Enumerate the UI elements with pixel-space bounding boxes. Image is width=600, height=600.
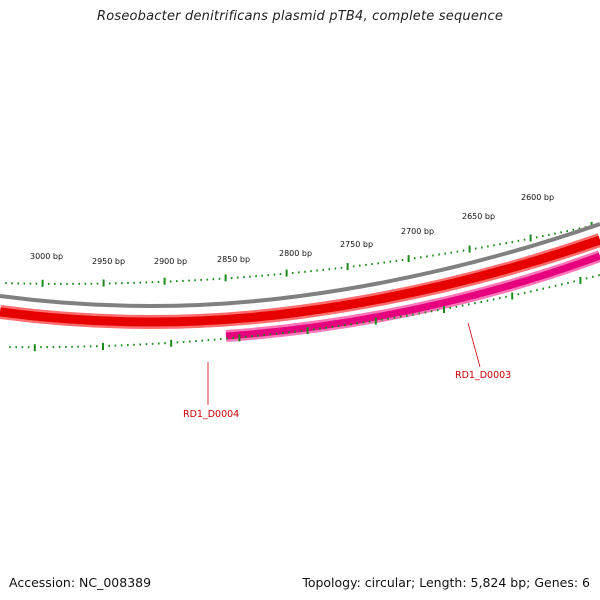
ruler-label: 2800 bp (279, 249, 312, 258)
outer-ruler-labels: 3000 bp 2950 bp 2900 bp 2850 bp 2800 bp 2750 … (30, 193, 554, 266)
gene-RD1_D0003[interactable] (225, 250, 600, 342)
ruler-label: 2700 bp (401, 227, 434, 236)
ruler-label: 2750 bp (340, 240, 373, 249)
outer-ruler-ticks (5, 221, 599, 287)
label-leader-RD1_D0003 (467, 322, 481, 368)
accession-text: Accession: NC_008389 (9, 575, 152, 590)
gene-RD1_D0004[interactable] (0, 233, 600, 329)
inner-ruler-ticks (9, 274, 600, 352)
ruler-label: 2600 bp (521, 193, 554, 202)
ruler-label: 2650 bp (462, 212, 495, 221)
map-title: Roseobacter denitrificans plasmid pTB4, … (96, 9, 504, 24)
gene-label-RD1_D0004[interactable]: RD1_D0004 (183, 409, 239, 420)
gene-label-RD1_D0003[interactable]: RD1_D0003 (455, 370, 511, 381)
ruler-label: 2850 bp (217, 255, 250, 264)
ruler-label: 2900 bp (154, 257, 187, 266)
ruler-label: 2950 bp (92, 257, 125, 266)
plasmid-backbone (0, 222, 600, 308)
ruler-label: 3000 bp (30, 252, 63, 261)
summary-text: Topology: circular; Length: 5,824 bp; Ge… (302, 575, 590, 590)
